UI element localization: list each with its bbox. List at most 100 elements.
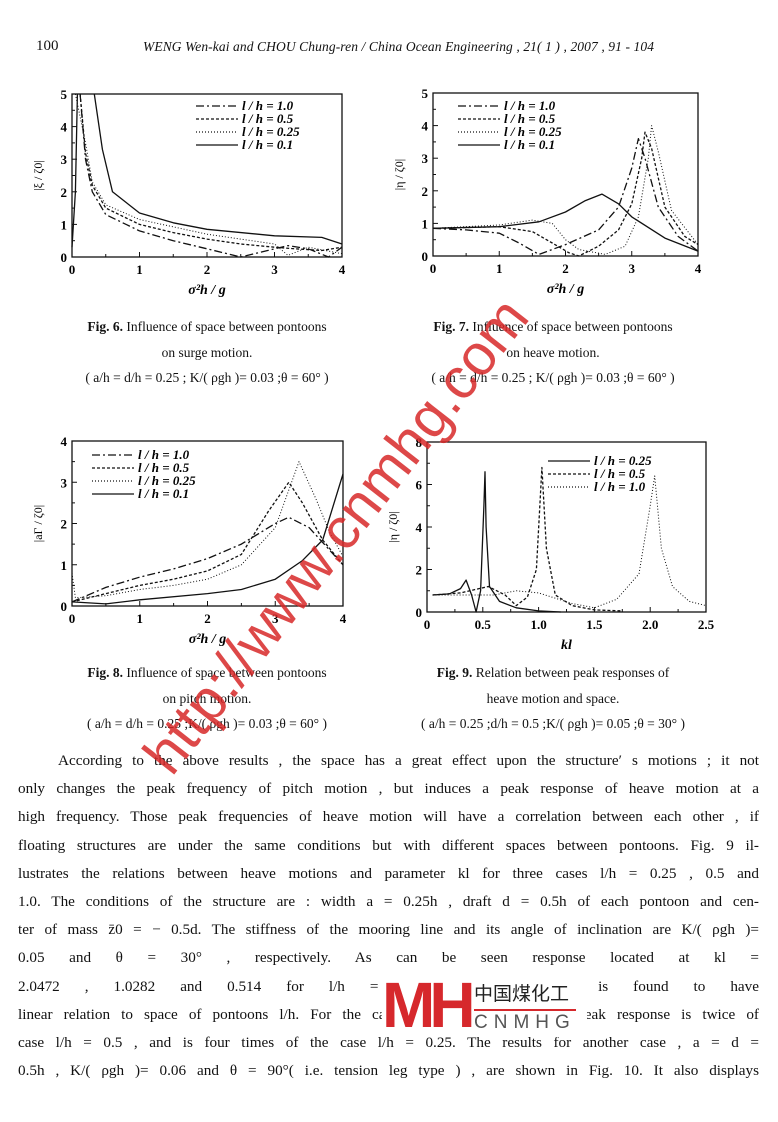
y-tick-label: 1 (422, 216, 429, 231)
x-axis-label: σ²h / g (189, 632, 226, 647)
body-line: According to the above results , the spa… (58, 752, 759, 769)
series-line (79, 93, 343, 258)
y-tick-label: 0 (61, 599, 68, 614)
series-line (79, 93, 343, 252)
x-tick-label: 1.5 (586, 617, 603, 632)
x-tick-label: 1 (136, 262, 143, 277)
series-line (71, 516, 344, 603)
legend-label: l / h = 0.5 (594, 466, 646, 481)
legend-label: l / h = 0.1 (242, 137, 293, 152)
x-axis-label: kl (561, 638, 572, 653)
legend-label: l / h = 1.0 (242, 98, 294, 113)
x-tick-label: 2 (204, 611, 211, 626)
series-line (432, 466, 623, 612)
caption-line: Influence of space between pontoons (126, 665, 327, 680)
y-tick-label: 4 (422, 119, 429, 134)
y-tick-label: 3 (61, 152, 68, 167)
logo-chinese: 中国煤化工 (474, 983, 570, 1005)
x-axis-label: σ²h / g (547, 282, 584, 297)
x-tick-label: 0 (69, 611, 76, 626)
legend-label: l / h = 1.0 (504, 98, 556, 113)
legend-label: l / h = 0.25 (138, 473, 196, 488)
y-tick-label: 2 (61, 517, 68, 532)
legend-label: l / h = 0.1 (138, 486, 189, 501)
y-tick-label: 4 (416, 520, 423, 535)
series-line (432, 131, 699, 257)
x-tick-label: 3 (629, 261, 636, 276)
body-line: 0.5h , K/( ρgh )= 0.06 and θ = 90°( i.e.… (18, 1062, 759, 1080)
y-axis-label: |ξ / ζ0| (31, 160, 45, 190)
series-line (432, 137, 699, 256)
legend-label: l / h = 0.5 (242, 111, 294, 126)
x-tick-label: 0.5 (475, 617, 492, 632)
x-tick-label: 0 (424, 617, 431, 632)
legend-label: l / h = 0.25 (504, 124, 562, 139)
caption-line: ( a/h = d/h = 0.25 ; K/( ρgh )= 0.03 ;θ … (85, 370, 329, 385)
body-line: high frequency. Those peak frequencies o… (18, 808, 759, 826)
x-tick-label: 1.0 (530, 617, 546, 632)
caption-line: Influence of space between pontoons (126, 319, 327, 334)
y-tick-label: 6 (416, 478, 423, 493)
series-line (432, 125, 699, 255)
y-tick-label: 4 (61, 120, 68, 135)
series-line (432, 193, 699, 252)
caption-label: Fig. 6. (87, 319, 124, 334)
caption-label: Fig. 8. (87, 665, 124, 680)
y-axis-label: |η / ζ0| (392, 159, 406, 190)
caption-label: Fig. 9. (436, 665, 473, 680)
caption-fig6: Fig. 6. Influence of space between ponto… (17, 314, 397, 391)
body-line: 0.05 and θ = 30° , respectively. As can … (18, 949, 759, 967)
legend-label: l / h = 1.0 (594, 479, 646, 494)
caption-line: heave motion and space. (486, 690, 620, 706)
body-line: ter of mass z̄0 = − 0.5d. The stiffness … (18, 921, 759, 939)
series-line (74, 93, 343, 256)
logo-english: CNMHG (474, 1009, 576, 1034)
x-tick-label: 3 (272, 611, 279, 626)
caption-line: Relation between peak responses of (475, 665, 670, 680)
y-tick-label: 2 (422, 184, 429, 199)
series-line (71, 93, 343, 248)
legend-label: l / h = 0.5 (504, 111, 556, 126)
y-tick-label: 3 (61, 475, 68, 490)
y-tick-label: 8 (416, 435, 423, 450)
caption-line: ( a/h = d/h = 0.25 ;K/( ρgh )= 0.03 ;θ =… (87, 716, 327, 731)
caption-fig7: Fig. 7. Influence of space between ponto… (363, 314, 743, 391)
x-tick-label: 2.5 (698, 617, 715, 632)
caption-line: on heave motion. (506, 344, 600, 360)
legend-label: l / h = 0.25 (594, 453, 652, 468)
y-tick-label: 2 (61, 185, 68, 200)
body-line: 1.0. The conditions of the structure are… (18, 893, 759, 910)
legend-label: l / h = 0.25 (242, 124, 300, 139)
body-line: floating structures are under the same c… (18, 836, 759, 854)
x-tick-label: 2 (562, 261, 569, 276)
y-axis-label: |aΓ / ζ0| (31, 505, 45, 542)
chart-9: 0 0.5 1.0 1.5 2.0 2.5 0 2 4 6 8 kl |η / ζ0| l / h = 0… (386, 435, 715, 653)
x-tick-label: 1 (496, 261, 503, 276)
legend-label: l / h = 0.5 (138, 460, 190, 475)
x-axis-label: σ²h / g (188, 283, 225, 298)
y-tick-label: 0 (61, 250, 68, 265)
caption-line: ( a/h = d/h = 0.25 ; K/( ρgh )= 0.03 ;θ … (431, 370, 675, 385)
y-tick-label: 1 (61, 217, 68, 232)
y-tick-label: 0 (422, 249, 429, 264)
x-tick-label: 2 (204, 262, 211, 277)
caption-line: ( a/h = 0.25 ;d/h = 0.5 ;K/( ρgh )= 0.05… (421, 716, 685, 731)
body-line: lustrates the relations between heave mo… (18, 864, 759, 882)
series-line (432, 475, 707, 609)
legend-label: l / h = 0.1 (504, 137, 555, 152)
caption-line: Influence of space between pontoons (472, 319, 673, 334)
cnmhg-logo: MH 中国煤化工 CNMHG (382, 973, 587, 1037)
x-tick-label: 0 (430, 261, 437, 276)
page-number: 100 (36, 38, 59, 54)
y-tick-label: 4 (61, 434, 68, 449)
caption-fig9: Fig. 9. Relation between peak responses … (363, 660, 743, 737)
x-tick-label: 2.0 (642, 617, 658, 632)
caption-fig8: Fig. 8. Influence of space between ponto… (17, 660, 397, 737)
y-tick-label: 2 (416, 563, 423, 578)
x-tick-label: 0 (69, 262, 76, 277)
body-line: case l/h = 0.5 , and is four times of th… (18, 1034, 759, 1051)
x-tick-label: 3 (271, 262, 278, 277)
x-tick-label: 4 (695, 261, 702, 276)
